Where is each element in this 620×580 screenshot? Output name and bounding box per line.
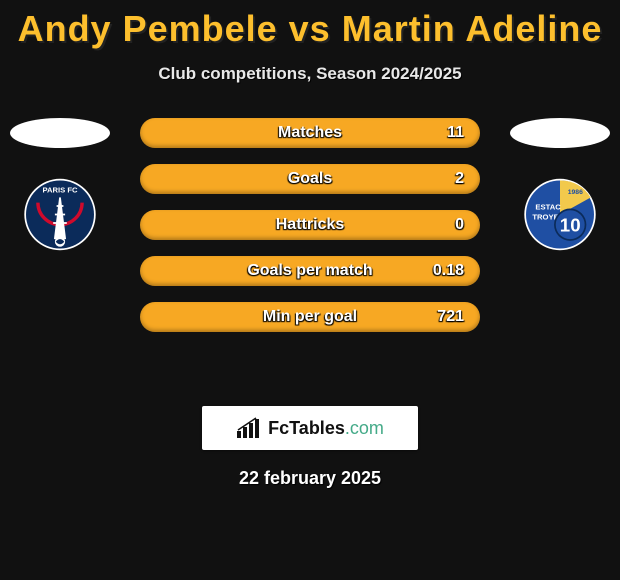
stat-bar-min-per-goal: Min per goal 721 [140,302,480,332]
player-right-oval [510,118,610,148]
estac-troyes-icon: 1986 ESTAC TROYES 10 [510,172,610,257]
stat-bar-matches: Matches 11 [140,118,480,148]
stat-label: Hattricks [140,210,480,240]
brand-text: FcTables.com [268,418,384,439]
svg-text:PARIS FC: PARIS FC [42,185,78,194]
brand-badge: FcTables.com [202,406,418,450]
badge-year: 1986 [568,189,583,196]
club-badge-left: PARIS FC [10,172,110,257]
stat-value: 2 [455,164,464,194]
stat-label: Matches [140,118,480,148]
stat-bar-goals: Goals 2 [140,164,480,194]
badge-number: 10 [560,215,581,236]
comparison-panel: PARIS FC 1986 ESTAC TROYES 10 Matches 11… [0,118,620,378]
brand-domain: .com [345,418,384,438]
stat-value: 0 [455,210,464,240]
paris-fc-icon: PARIS FC [10,172,110,257]
chart-bars-icon [236,417,262,439]
page-date: 22 february 2025 [0,468,620,489]
brand-name: FcTables [268,418,345,438]
stat-bar-goals-per-match: Goals per match 0.18 [140,256,480,286]
stat-bar-hattricks: Hattricks 0 [140,210,480,240]
stat-label: Goals [140,164,480,194]
stat-value: 721 [437,302,464,332]
player-left-oval [10,118,110,148]
stat-value: 0.18 [433,256,464,286]
club-badge-right: 1986 ESTAC TROYES 10 [510,172,610,257]
stat-value: 11 [447,118,464,148]
svg-text:ESTAC: ESTAC [535,202,561,211]
stat-label: Min per goal [140,302,480,332]
stat-bars: Matches 11 Goals 2 Hattricks 0 Goals per… [140,118,480,332]
page-subtitle: Club competitions, Season 2024/2025 [0,64,620,84]
stat-label: Goals per match [140,256,480,286]
page-title: Andy Pembele vs Martin Adeline [0,0,620,50]
